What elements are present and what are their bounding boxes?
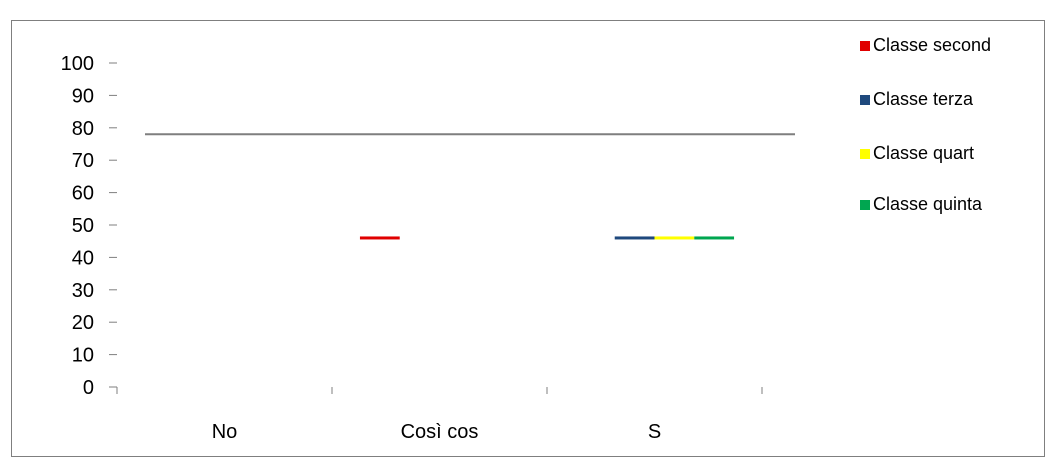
y-tick-label: 60: [72, 183, 94, 205]
x-category-label: S: [648, 421, 661, 443]
bar: [694, 236, 735, 240]
y-tick-label: 70: [72, 150, 94, 172]
bars: [359, 236, 735, 240]
y-tick-label: 80: [72, 118, 94, 140]
legend-label: Classe terza: [873, 89, 974, 109]
y-tick-label: 40: [72, 247, 94, 269]
legend-label: Classe quinta: [873, 194, 983, 214]
x-axis: No Così cos S: [116, 387, 763, 443]
chart-border: [11, 20, 1045, 457]
legend-label: Classe quart: [873, 143, 974, 163]
y-tick-label: 20: [72, 312, 94, 334]
legend-swatch: [860, 200, 870, 210]
y-tick-label: 90: [72, 85, 94, 107]
legend-swatch: [860, 41, 870, 51]
y-tick-label: 50: [72, 215, 94, 237]
legend-swatch: [860, 149, 870, 159]
x-category-label: No: [212, 421, 238, 443]
x-category-label: Così cos: [401, 421, 479, 443]
y-tick-label: 30: [72, 280, 94, 302]
bar: [359, 236, 400, 240]
y-tick-label: 100: [61, 53, 94, 75]
legend-swatch: [860, 95, 870, 105]
y-tick-label: 10: [72, 345, 94, 367]
y-tick-label: 0: [83, 377, 94, 399]
bar: [614, 236, 655, 240]
bar: [654, 236, 695, 240]
legend-label: Classe second: [873, 35, 991, 55]
legend: Classe second Classe terza Classe quart Cla…: [860, 35, 991, 214]
